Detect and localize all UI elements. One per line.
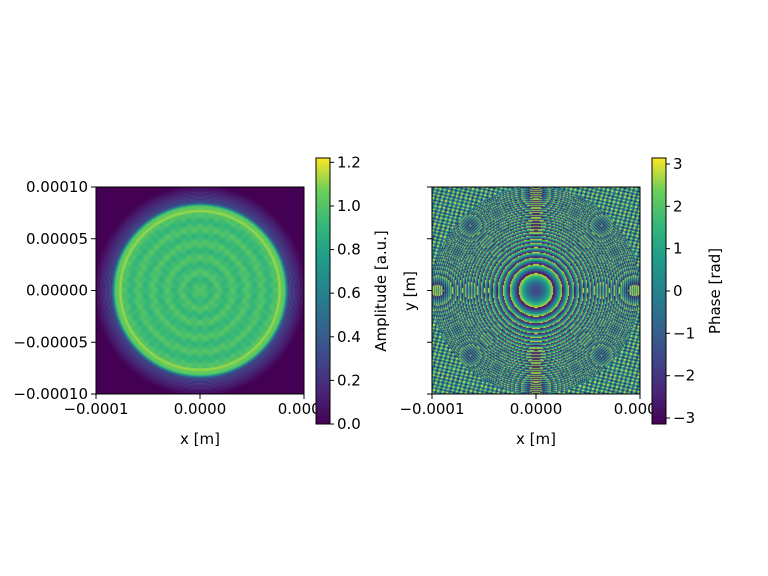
amplitude-colorbar-tick-label: 0.6: [337, 284, 361, 302]
amplitude-colorbar-tick-label: 0.2: [337, 371, 361, 389]
phase-x-tick-label: −0.0001: [399, 400, 464, 418]
phase-colorbar-tick-label: 3: [673, 155, 683, 173]
phase-y-axis-label: y [m]: [401, 271, 419, 311]
amplitude-y-tick-label: 0.00010: [26, 178, 88, 196]
amplitude-x-ticks: −0.0001 0.0000 0.0001: [63, 394, 330, 418]
phase-x-ticks: −0.0001 0.0000 0.0001: [399, 394, 666, 418]
amplitude-y-ticks: −0.00010 −0.00005 0.00000 0.00005 0.00010: [13, 178, 96, 403]
amplitude-colorbar-tick-label: 1.2: [337, 153, 361, 171]
amplitude-colorbar-tick-label: 0.8: [337, 241, 361, 259]
phase-y-ticks: [427, 186, 432, 395]
phase-colorbar-tick-label: −3: [673, 409, 695, 427]
phase-colorbar-tick-label: −1: [673, 324, 695, 342]
phase-colorbar-tick-label: 0: [673, 282, 683, 300]
amplitude-panel: −0.0001 0.0000 0.0001 −0.00010−0.000050.00…: [13, 153, 390, 448]
amplitude-colorbar-tick-label: 0.0: [337, 415, 361, 433]
phase-colorbar: [651, 157, 667, 425]
phase-colorbar-label: Phase [rad]: [706, 248, 724, 334]
amplitude-x-tick-label: 0.0000: [174, 400, 227, 418]
amplitude-colorbar: [315, 157, 331, 425]
phase-colorbar-tick-label: 2: [673, 197, 683, 215]
amplitude-y-tick-label: 0.00000: [26, 282, 88, 300]
amplitude-y-tick-label: −0.00010: [13, 385, 88, 403]
amplitude-colorbar-label: Amplitude [a.u.]: [372, 230, 390, 352]
amplitude-y-tick-label: 0.00005: [26, 230, 88, 248]
phase-colorbar-tick-label: −2: [673, 367, 695, 385]
phase-x-tick-label: 0.0000: [510, 400, 563, 418]
phase-x-axis-label: x [m]: [516, 430, 556, 448]
amplitude-y-tick-label: −0.00005: [13, 333, 88, 351]
phase-colorbar-ticks: −3 −2 −1 0 1 2 3: [666, 155, 695, 427]
amplitude-x-tick-label: −0.0001: [63, 400, 128, 418]
phase-panel: −0.0001 0.0000 0.0001 x [m] y [m] −3−2−101…: [399, 155, 724, 448]
amplitude-x-axis-label: x [m]: [180, 430, 220, 448]
amplitude-colorbar-ticks: 0.0 0.2 0.4 0.6 0.8 1.0 1.2: [330, 153, 361, 433]
amplitude-heatmap: [96, 187, 304, 394]
phase-colorbar-tick-label: 1: [673, 240, 683, 258]
amplitude-colorbar-tick-label: 0.4: [337, 328, 361, 346]
amplitude-colorbar-tick-label: 1.0: [337, 197, 361, 215]
phase-heatmap: [432, 187, 640, 394]
